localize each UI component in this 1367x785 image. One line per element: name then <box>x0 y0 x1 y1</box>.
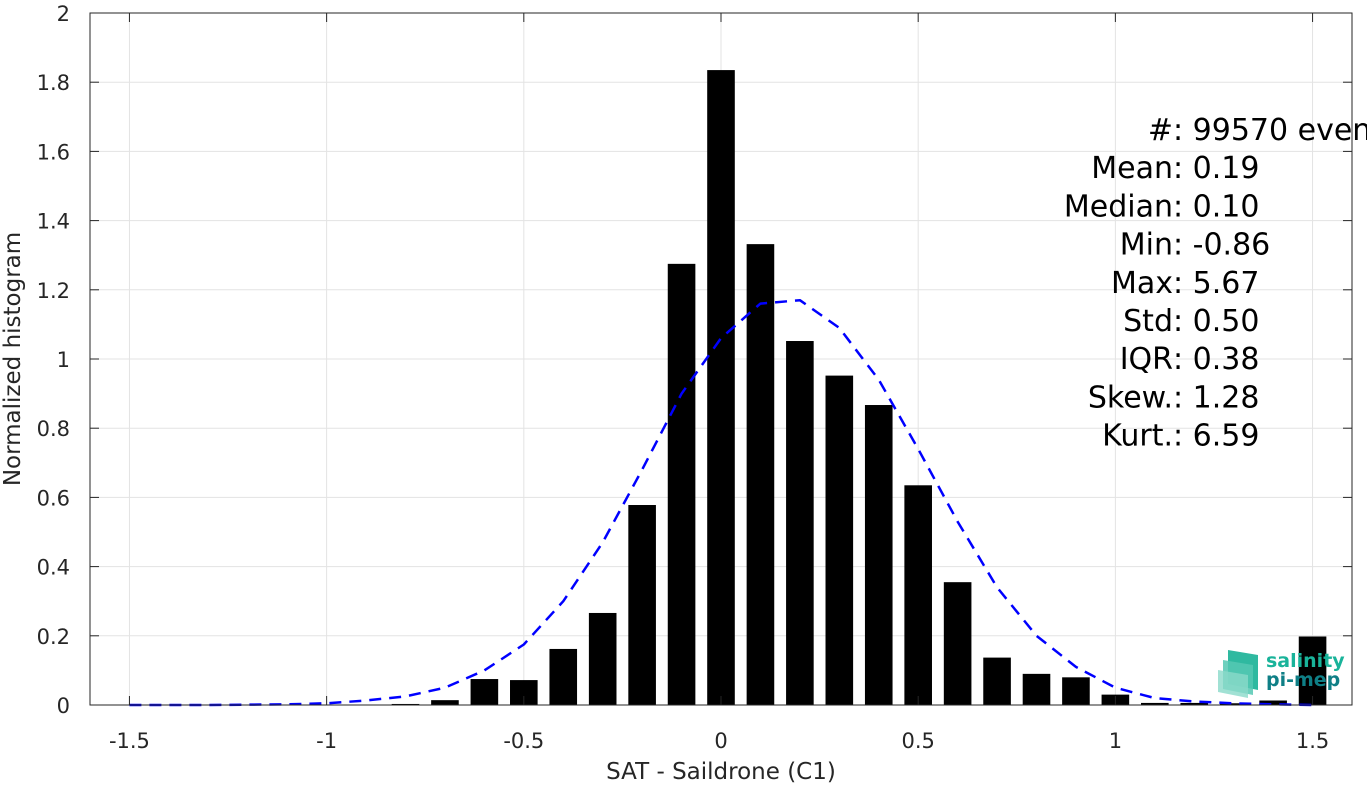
y-tick-label: 0 <box>57 694 70 718</box>
y-tick-label: 1.4 <box>37 210 70 234</box>
stat-label: Min <box>1120 228 1173 263</box>
histogram-bar <box>983 657 1011 705</box>
histogram-bar <box>1180 702 1209 705</box>
stat-label: Median <box>1064 189 1173 224</box>
y-tick-label: 0.8 <box>37 417 70 441</box>
histogram-bar <box>864 405 893 705</box>
x-tick-label: 0 <box>714 729 727 753</box>
histogram-bars <box>391 70 1327 706</box>
axes <box>89 12 1353 706</box>
histogram-bar <box>667 263 696 705</box>
stat-value: : 0.19 <box>1173 151 1259 186</box>
stat-value: : 5.67 <box>1173 266 1259 301</box>
x-tick-label: 1.5 <box>1296 729 1329 753</box>
histogram-bar <box>1298 636 1327 705</box>
histogram-bar <box>943 582 972 705</box>
stat-label: Mean <box>1091 151 1173 186</box>
stat-value: : 99570 events <box>1173 113 1367 148</box>
tick-labels: -1.5 -1 -0.5 0 0.5 1 1.5 0 0.2 0.4 0.6 0.8 1 1.2 1.4 1.… <box>37 2 1330 753</box>
histogram-bar <box>549 648 578 705</box>
histogram-bar <box>1141 702 1169 705</box>
stat-value: : 1.28 <box>1173 380 1259 415</box>
x-tick-label: 0.5 <box>901 729 934 753</box>
stat-label: Kurt. <box>1102 419 1173 454</box>
histogram-bar <box>1062 677 1090 705</box>
y-tick-label: 1 <box>57 348 70 372</box>
y-axis-label: Normalized histogram <box>0 232 26 486</box>
histogram-bar <box>786 341 814 705</box>
stat-value: : 0.38 <box>1173 342 1259 377</box>
logo-waves-icon <box>1218 650 1258 698</box>
salinity-pi-mep-logo: salinity pi-mep <box>1218 650 1345 698</box>
histogram-bar <box>1259 700 1287 705</box>
histogram-bar <box>431 700 459 705</box>
x-tick-label: -1 <box>316 729 337 753</box>
y-tick-label: 2 <box>57 2 70 26</box>
y-tick-label: 0.2 <box>37 625 70 649</box>
stat-value: : 0.50 <box>1173 304 1259 339</box>
histogram-bar <box>1022 673 1051 705</box>
stat-value: : 0.10 <box>1173 189 1259 224</box>
histogram-bar <box>904 485 932 705</box>
y-tick-label: 0.4 <box>37 556 70 580</box>
stat-label: Skew. <box>1088 380 1173 415</box>
histogram-bar <box>1219 703 1248 705</box>
stat-label: IQR <box>1120 342 1173 377</box>
logo-text-salinity: salinity <box>1266 650 1345 672</box>
y-tick-label: 1.8 <box>37 71 70 95</box>
histogram-bar <box>470 679 499 705</box>
histogram-bar <box>825 375 854 705</box>
histogram-bar <box>588 612 617 705</box>
stat-value: : -0.86 <box>1173 228 1270 263</box>
stat-label: Max <box>1111 266 1173 301</box>
stat-label: Std <box>1123 304 1173 339</box>
y-tick-label: 0.6 <box>37 486 70 510</box>
stat-value: : 6.59 <box>1173 419 1259 454</box>
y-tick-label: 1.6 <box>37 140 70 164</box>
x-tick-label: 1 <box>1109 729 1122 753</box>
x-tick-label: -0.5 <box>503 729 544 753</box>
histogram-bar <box>707 70 735 706</box>
x-tick-label: -1.5 <box>109 729 150 753</box>
logo-text-pi-mep: pi-mep <box>1266 669 1340 691</box>
histogram-bar <box>628 505 656 705</box>
y-tick-label: 1.2 <box>37 279 70 303</box>
histogram-bar <box>746 244 775 706</box>
stat-label: # <box>1148 113 1173 148</box>
x-axis-label: SAT - Saildrone (C1) <box>606 759 836 785</box>
histogram-bar <box>391 703 420 705</box>
